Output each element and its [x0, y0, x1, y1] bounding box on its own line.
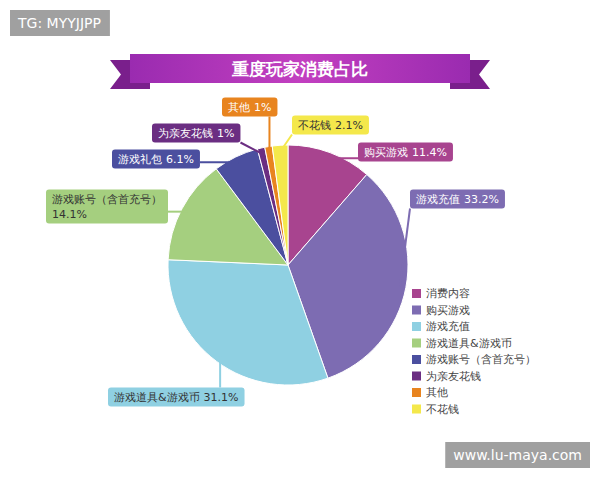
legend-swatch — [412, 372, 421, 381]
title-banner: 重度玩家消费占比 — [110, 54, 490, 89]
ribbon — [130, 54, 470, 83]
data-label: 购买游戏 11.4% — [328, 143, 453, 162]
label-text: 购买游戏 11.4% — [364, 146, 447, 159]
label-category: 游戏礼包 — [118, 153, 162, 166]
data-label: 不花钱 2.1% — [280, 116, 368, 152]
legend-entry: 购买游戏 — [426, 304, 470, 317]
chart: 重度玩家消费占比 TG: MYYJJPP www.lu-maya.com 购买游戏 11… — [0, 0, 600, 480]
legend-entry: 游戏账号（含首充号） — [426, 353, 536, 366]
legend: 消费内容购买游戏游戏充值游戏道具&游戏币游戏账号（含首充号） 为亲友花钱其他不花钱 — [412, 287, 536, 416]
label-text: 不花钱 2.1% — [298, 119, 363, 132]
label-category: 不花钱 — [298, 119, 331, 132]
data-label: 游戏账号（含首充号） 14.1% — [46, 190, 187, 224]
annotation-text: www.lu-maya.com — [453, 447, 582, 463]
label-box — [358, 143, 453, 162]
label-box — [292, 116, 369, 135]
label-box — [112, 150, 200, 169]
label-text: 游戏礼包 6.1% — [118, 153, 194, 166]
legend-swatch — [412, 289, 421, 298]
leader-line — [219, 357, 221, 388]
label-value: 31.1% — [204, 391, 239, 404]
leader-line — [200, 161, 239, 163]
data-label: 游戏礼包 6.1% — [112, 150, 238, 169]
legend-swatch — [412, 388, 421, 397]
annotation: TG: MYYJJPP — [10, 10, 110, 36]
legend-entry: 游戏充值 — [426, 320, 470, 333]
label-text: 游戏账号（含首充号） 14.1% — [52, 193, 162, 221]
label-value: 2.1% — [335, 119, 363, 132]
label-category: 为亲友花钱 — [158, 127, 213, 140]
pie — [168, 145, 408, 385]
label-text: 为亲友花钱 1% — [158, 127, 234, 140]
pie-slice — [168, 260, 328, 385]
label-box — [410, 190, 505, 209]
label-category: 购买游戏 — [364, 146, 408, 159]
leader-line — [168, 211, 187, 213]
legend-entry: 为亲友花钱 — [426, 370, 481, 383]
data-label: 游戏充值 33.2% — [400, 190, 505, 287]
legend-swatch — [412, 306, 421, 315]
label-text: 其他 1% — [228, 101, 271, 114]
leader-line — [280, 135, 292, 152]
label-box — [108, 388, 245, 407]
annotation-box — [445, 442, 590, 468]
data-label: 其他 1% — [222, 98, 277, 153]
background — [0, 0, 600, 480]
legend-swatch — [412, 405, 421, 414]
leader-line — [400, 209, 410, 287]
label-category: 游戏账号（含首充号） — [52, 193, 162, 206]
label-value: 14.1% — [52, 208, 87, 221]
legend-entry: 其他 — [426, 386, 448, 399]
title: 重度玩家消费占比 — [231, 59, 368, 79]
legend-swatch — [412, 339, 421, 348]
leader-line — [328, 157, 358, 159]
label-text: 游戏充值 33.2% — [416, 193, 499, 206]
legend-swatch — [412, 355, 421, 364]
annotation: www.lu-maya.com — [445, 442, 590, 468]
data-label: 为亲友花钱 1% — [152, 124, 262, 154]
annotation-box — [10, 10, 110, 36]
legend-swatch — [412, 322, 421, 331]
label-text: 游戏道具&游戏币 31.1% — [114, 391, 239, 404]
annotation-text: TG: MYYJJPP — [17, 15, 101, 31]
label-value: 33.2% — [464, 193, 499, 206]
label-value: 1% — [254, 101, 271, 114]
label-box — [46, 190, 168, 224]
leader-line — [240, 143, 262, 154]
label-category: 游戏充值 — [416, 193, 460, 206]
leader-line — [268, 117, 270, 153]
label-box — [222, 98, 277, 117]
pie-slice — [272, 145, 288, 265]
label-box — [152, 124, 240, 143]
data-label: 游戏道具&游戏币 31.1% — [108, 357, 245, 407]
label-category: 游戏道具&游戏币 — [114, 391, 200, 404]
label-value: 11.4% — [412, 146, 447, 159]
label-value: 6.1% — [166, 153, 194, 166]
legend-entry: 游戏道具&游戏币 — [426, 337, 512, 350]
legend-entry: 不花钱 — [426, 403, 459, 416]
label-category: 其他 — [228, 101, 250, 114]
legend-entry: 消费内容 — [426, 287, 470, 300]
label-value: 1% — [217, 127, 234, 140]
